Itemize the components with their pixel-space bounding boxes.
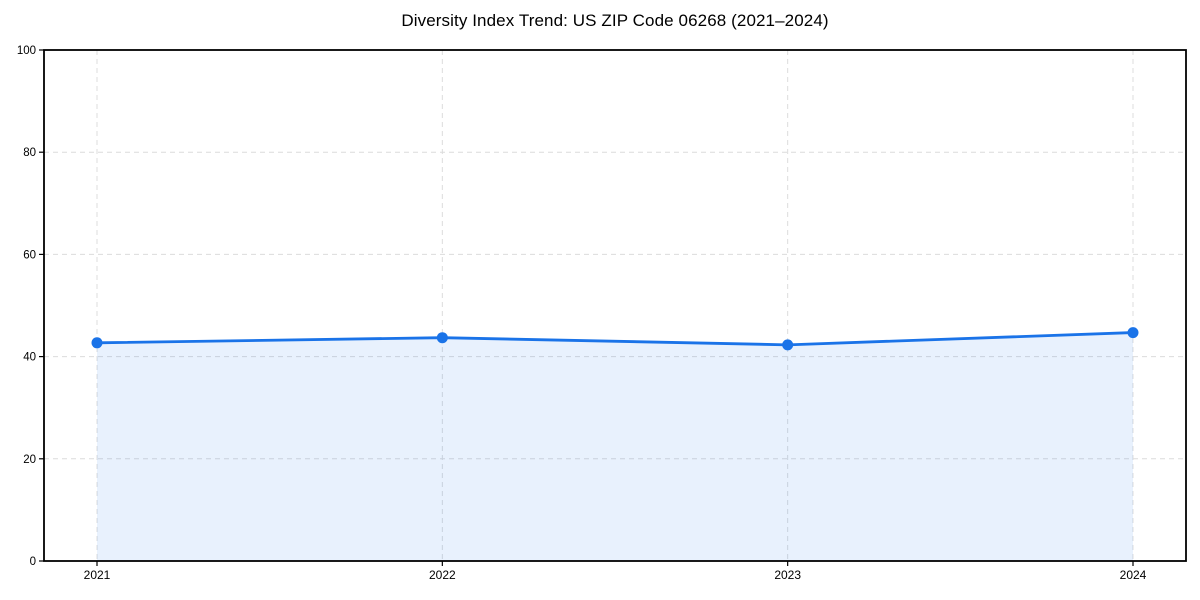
chart-title: Diversity Index Trend: US ZIP Code 06268… [401, 11, 829, 30]
data-points [91, 327, 1139, 351]
x-tick-label: 2021 [84, 568, 111, 582]
x-tick-label: 2023 [774, 568, 801, 582]
x-tick-label: 2024 [1120, 568, 1147, 582]
x-tick-label: 2022 [429, 568, 456, 582]
axis-ticks: 0 20 40 60 80 100 2021 2022 2023 2024 [17, 45, 1147, 582]
data-point-marker [91, 337, 103, 349]
y-tick-label: 60 [23, 249, 36, 261]
data-point-marker [782, 339, 794, 351]
trend-line [95, 331, 1135, 347]
y-tick-label: 40 [23, 352, 36, 364]
area-fill [97, 332, 1133, 561]
y-tick-label: 0 [30, 556, 36, 568]
y-tick-label: 80 [23, 147, 36, 159]
y-tick-label: 20 [23, 454, 36, 466]
plot-border [43, 49, 1187, 562]
y-tick-label: 100 [17, 45, 36, 57]
data-point-marker [1127, 327, 1139, 339]
grid-lines [44, 50, 1186, 561]
data-point-marker [436, 332, 448, 344]
